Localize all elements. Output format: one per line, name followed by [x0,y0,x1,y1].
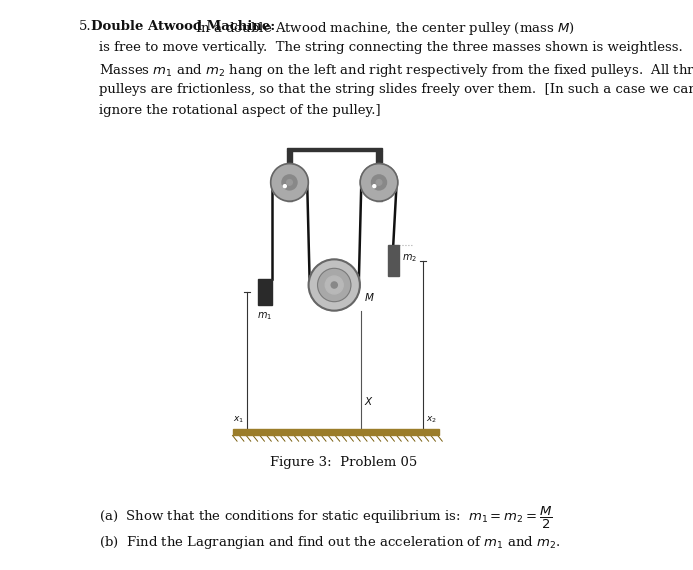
Circle shape [331,282,337,288]
Bar [287,151,292,201]
Circle shape [282,175,297,190]
Bar [232,429,439,435]
Circle shape [317,268,351,302]
Circle shape [360,164,398,201]
Bar [287,148,382,151]
Text: $m_2$: $m_2$ [402,252,416,263]
Bar [376,151,382,201]
Text: $m_1$: $m_1$ [257,311,272,323]
Text: ignore the rotational aspect of the pulley.]: ignore the rotational aspect of the pull… [98,104,380,117]
Text: (a)  Show that the conditions for static equilibrium is:  $m_1 = m_2 = \dfrac{M}: (a) Show that the conditions for static … [98,504,552,531]
Text: $x_1$: $x_1$ [234,414,245,425]
Circle shape [287,180,292,185]
Text: (b)  Find the Lagrangian and find out the acceleration of $m_1$ and $m_2$.: (b) Find the Lagrangian and find out the… [98,534,560,551]
Circle shape [373,185,376,188]
Text: $x_2$: $x_2$ [426,414,437,425]
Text: 5.: 5. [78,20,91,33]
Bar [387,245,399,276]
Text: $X$: $X$ [364,395,374,408]
Text: is free to move vertically.  The string connecting the three masses shown is wei: is free to move vertically. The string c… [98,41,683,54]
Text: pulleys are frictionless, so that the string slides freely over them.  [In such : pulleys are frictionless, so that the st… [98,83,693,96]
Circle shape [283,185,286,188]
Text: $M$: $M$ [365,291,375,303]
Circle shape [371,175,387,190]
Bar [258,279,272,305]
Circle shape [376,180,382,185]
Text: Double Atwood Machine:: Double Atwood Machine: [91,20,275,33]
Text: Figure 3:  Problem 05: Figure 3: Problem 05 [270,456,417,469]
Circle shape [271,164,308,201]
Circle shape [308,259,360,311]
Text: In a double Atwood machine, the center pulley (mass $M$): In a double Atwood machine, the center p… [191,20,574,37]
Text: Masses $m_1$ and $m_2$ hang on the left and right respectively from the fixed pu: Masses $m_1$ and $m_2$ hang on the left … [98,62,693,79]
Circle shape [325,276,343,294]
